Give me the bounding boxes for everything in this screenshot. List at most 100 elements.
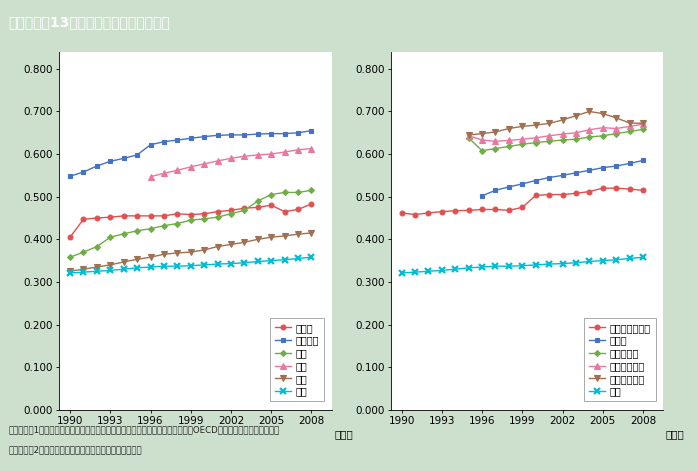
日本 bbox=[531, 262, 540, 268]
フランス bbox=[240, 132, 248, 138]
Line: スウェーデン: スウェーデン bbox=[466, 109, 646, 138]
デンマーク bbox=[625, 129, 634, 134]
米国 bbox=[307, 146, 315, 151]
フランス bbox=[200, 134, 208, 139]
カナダ bbox=[572, 170, 580, 176]
Legend: ドイツ, フランス, 英国, 米国, 韓国, 日本: ドイツ, フランス, 英国, 米国, 韓国, 日本 bbox=[270, 318, 324, 401]
オーストラリア bbox=[438, 209, 446, 214]
スウェーデン bbox=[518, 123, 526, 129]
スウェーデン bbox=[545, 121, 554, 126]
日本 bbox=[558, 261, 567, 267]
英国 bbox=[106, 235, 114, 240]
日本 bbox=[438, 268, 446, 273]
フランス bbox=[294, 130, 302, 136]
Line: 米国: 米国 bbox=[148, 146, 314, 179]
日本 bbox=[491, 263, 500, 269]
フィンランド bbox=[639, 122, 647, 127]
ドイツ bbox=[66, 235, 74, 240]
デンマーク bbox=[464, 135, 473, 141]
オーストラリア bbox=[599, 186, 607, 191]
フランス bbox=[133, 152, 141, 158]
日本 bbox=[147, 264, 155, 270]
英国 bbox=[200, 216, 208, 222]
英国 bbox=[133, 228, 141, 234]
フランス bbox=[106, 159, 114, 164]
Text: （年）: （年） bbox=[334, 430, 353, 439]
Line: フランス: フランス bbox=[68, 128, 314, 179]
日本 bbox=[639, 254, 647, 260]
フランス bbox=[147, 142, 155, 147]
デンマーク bbox=[531, 140, 540, 146]
英国 bbox=[214, 214, 222, 220]
日本 bbox=[464, 265, 473, 271]
フィンランド bbox=[558, 131, 567, 137]
日本 bbox=[281, 257, 289, 263]
ドイツ bbox=[173, 211, 181, 217]
日本 bbox=[625, 256, 634, 261]
日本 bbox=[133, 265, 141, 271]
フランス bbox=[160, 139, 168, 145]
デンマーク bbox=[505, 144, 513, 149]
日本 bbox=[93, 268, 101, 274]
Line: オーストラリア: オーストラリア bbox=[399, 186, 646, 217]
米国 bbox=[214, 158, 222, 164]
英国 bbox=[240, 208, 248, 213]
フランス bbox=[267, 131, 276, 137]
日本 bbox=[294, 256, 302, 261]
韓国 bbox=[294, 231, 302, 237]
フィンランド bbox=[518, 136, 526, 142]
ドイツ bbox=[281, 209, 289, 214]
スウェーデン bbox=[478, 131, 487, 137]
日本 bbox=[106, 268, 114, 273]
韓国 bbox=[214, 244, 222, 249]
日本 bbox=[612, 257, 621, 263]
カナダ bbox=[505, 184, 513, 190]
英国 bbox=[173, 221, 181, 227]
米国 bbox=[147, 174, 155, 179]
カナダ bbox=[531, 178, 540, 183]
スウェーデン bbox=[491, 129, 500, 135]
スウェーデン bbox=[612, 115, 621, 121]
Line: デンマーク: デンマーク bbox=[466, 127, 645, 153]
カナダ bbox=[639, 158, 647, 163]
フィンランド bbox=[572, 130, 580, 136]
日本 bbox=[585, 259, 593, 264]
英国 bbox=[294, 190, 302, 195]
Line: 日本: 日本 bbox=[399, 254, 646, 276]
日本 bbox=[451, 266, 459, 272]
日本 bbox=[572, 260, 580, 266]
オーストラリア bbox=[639, 187, 647, 193]
フィンランド bbox=[464, 133, 473, 138]
英国 bbox=[119, 231, 128, 236]
ドイツ bbox=[200, 211, 208, 217]
日本 bbox=[160, 263, 168, 269]
米国 bbox=[173, 168, 181, 173]
オーストラリア bbox=[397, 210, 406, 216]
ドイツ bbox=[294, 207, 302, 212]
韓国 bbox=[307, 230, 315, 236]
英国 bbox=[281, 190, 289, 195]
フランス bbox=[66, 173, 74, 179]
フランス bbox=[253, 131, 262, 137]
ドイツ bbox=[93, 215, 101, 221]
ドイツ bbox=[307, 201, 315, 207]
米国 bbox=[240, 154, 248, 159]
デンマーク bbox=[639, 127, 647, 132]
デンマーク bbox=[491, 146, 500, 151]
韓国 bbox=[119, 259, 128, 265]
カナダ bbox=[478, 193, 487, 199]
オーストラリア bbox=[424, 210, 433, 216]
オーストラリア bbox=[464, 208, 473, 213]
英国 bbox=[80, 249, 88, 255]
Text: 2．データの出典，計算方法は付注１を参照。: 2．データの出典，計算方法は付注１を参照。 bbox=[8, 445, 142, 454]
韓国 bbox=[147, 254, 155, 260]
英国 bbox=[307, 187, 315, 193]
デンマーク bbox=[478, 148, 487, 154]
米国 bbox=[160, 171, 168, 176]
Text: （備考）　1．総務省「労働力調査」，厚生労働省「賃金構造基本統計調査」，OECD資料，米国資料より作成。: （備考） 1．総務省「労働力調査」，厚生労働省「賃金構造基本統計調査」，OECD… bbox=[8, 425, 280, 434]
米国 bbox=[267, 151, 276, 157]
カナダ bbox=[585, 168, 593, 173]
フランス bbox=[119, 155, 128, 161]
韓国 bbox=[227, 242, 235, 247]
フィンランド bbox=[585, 127, 593, 133]
